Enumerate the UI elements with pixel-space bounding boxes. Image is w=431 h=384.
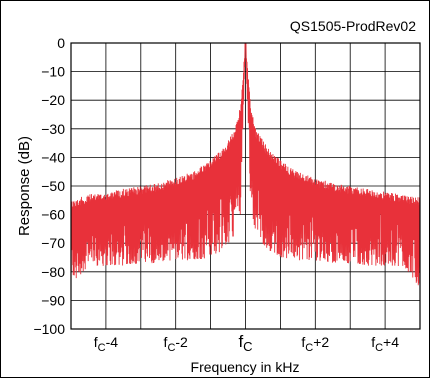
x-axis-label: Frequency in kHz: [191, 359, 300, 375]
chart-title: QS1505-ProdRev02: [290, 18, 416, 34]
x-tick-label: fC-4: [94, 334, 119, 354]
x-tick-label: fC+4: [371, 334, 399, 354]
y-tick-label: −80: [41, 264, 65, 280]
y-tick-label: −60: [41, 207, 65, 223]
y-tick-label: −90: [41, 292, 65, 308]
plot-area-border: [70, 42, 421, 330]
y-tick-label: 0: [57, 35, 65, 51]
y-axis-label: Response (dB): [16, 136, 33, 236]
y-tick-label: −30: [41, 121, 65, 137]
x-axis-ticks: fC-4 fC-2 fC fC+2 fC+4: [94, 332, 399, 354]
y-tick-label: −40: [41, 149, 65, 165]
y-tick-label: −20: [41, 92, 65, 108]
y-tick-label: −10: [41, 64, 65, 80]
y-tick-label: −50: [41, 178, 65, 194]
y-tick-label: −100: [33, 321, 65, 337]
x-tick-label: fC+2: [301, 334, 329, 354]
plot-grid: [70, 42, 421, 330]
x-tick-label: fC-2: [164, 334, 189, 354]
y-tick-label: −70: [41, 235, 65, 251]
x-tick-label: fC: [238, 332, 252, 354]
y-axis-ticks: 0 −10 −20 −30 −40 −50 −60 −70 −80 −90 −100: [33, 35, 65, 337]
